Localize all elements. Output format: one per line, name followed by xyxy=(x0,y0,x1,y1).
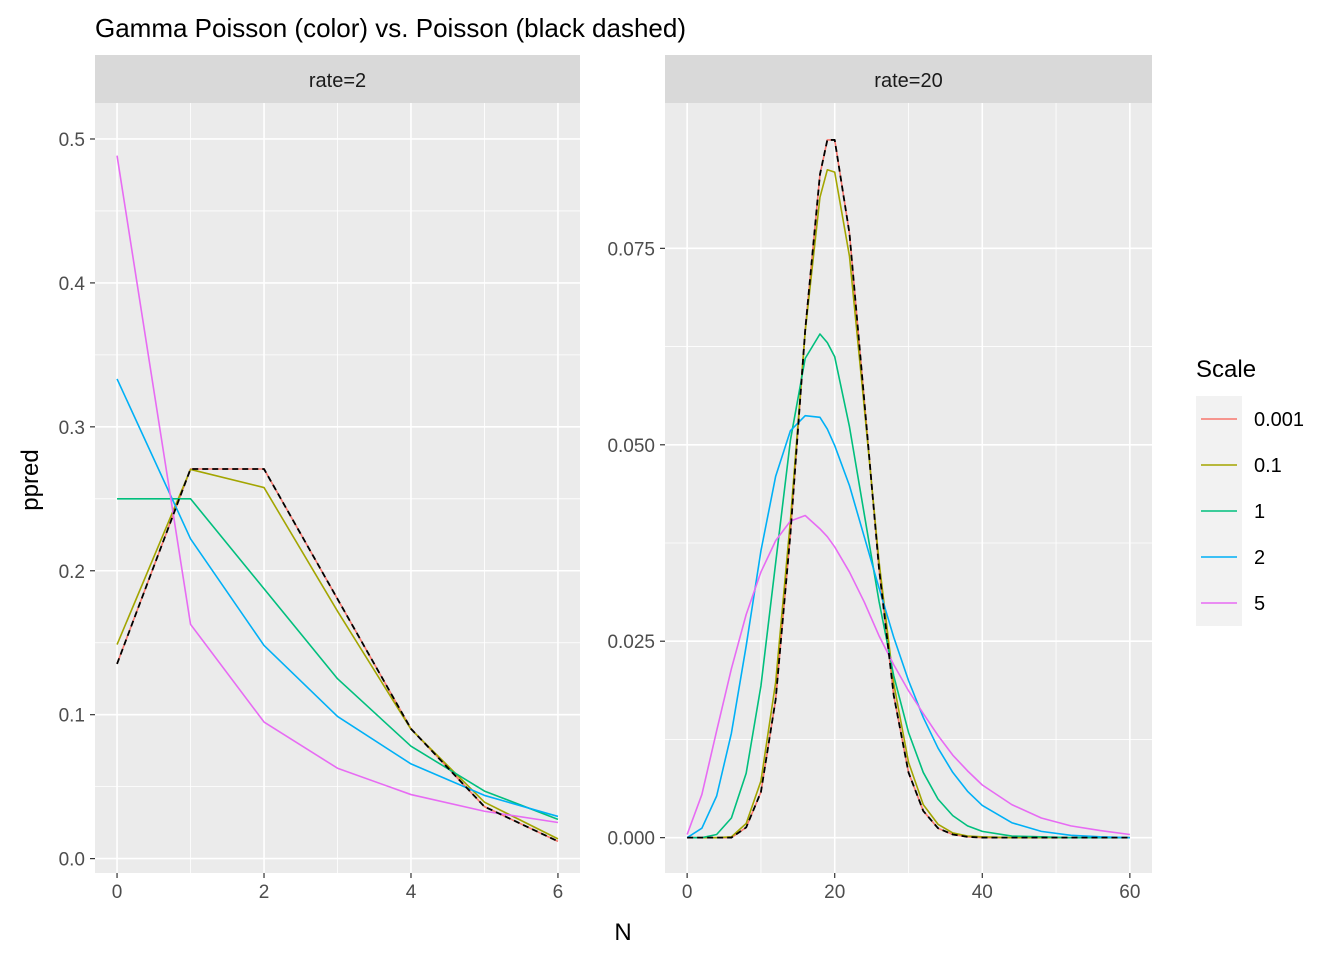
x-tick-label: 40 xyxy=(972,882,993,903)
x-tick-label: 0 xyxy=(112,882,123,903)
y-tick-label: 0.050 xyxy=(607,436,655,457)
legend-label: 0.1 xyxy=(1254,455,1282,477)
poisson-dashed-line xyxy=(116,468,559,843)
series-lines xyxy=(686,139,1130,839)
legend-title: Scale xyxy=(1196,356,1256,383)
x-tick-label: 2 xyxy=(259,882,270,903)
y-tick-label: 0.025 xyxy=(607,632,655,653)
x-tick-label: 6 xyxy=(553,882,564,903)
legend: Scale 0.001 0.1 1 2 5 xyxy=(1196,356,1304,626)
legend-label: 5 xyxy=(1254,593,1265,615)
y-tick-label: 0.2 xyxy=(59,562,85,583)
facet-strip xyxy=(665,55,1152,103)
x-axis-title: N xyxy=(614,919,631,946)
chart-title: Gamma Poisson (color) vs. Poisson (black… xyxy=(95,13,686,43)
series-line-scale-5 xyxy=(116,155,559,824)
y-tick-label: 0.3 xyxy=(59,418,85,439)
panel-1: rate=2 0 2 4 6 0.0 0.1 0.2 0.3 0.4 0.5 xyxy=(59,55,580,903)
series-line-scale-0.1 xyxy=(116,468,559,840)
y-tick-label: 0.075 xyxy=(607,239,655,260)
x-tick-label: 0 xyxy=(682,882,693,903)
legend-label: 1 xyxy=(1254,501,1265,523)
y-tick-label: 0.1 xyxy=(59,706,85,727)
series-line-scale-1 xyxy=(687,333,1130,839)
x-tick-label: 4 xyxy=(406,882,417,903)
y-tick-label: 0.0 xyxy=(59,850,85,871)
y-tick-label: 0.5 xyxy=(59,130,85,151)
x-tick-label: 60 xyxy=(1119,882,1140,903)
facet-strip xyxy=(95,55,580,103)
panel-2: rate=20 0 20 40 60 0.000 0.025 0.050 0.075 xyxy=(607,55,1152,903)
series-line-scale-1 xyxy=(117,497,559,821)
series-line-scale-2 xyxy=(686,414,1130,839)
y-axis-title: ppred xyxy=(17,449,44,510)
series-lines xyxy=(116,155,559,843)
legend-label: 2 xyxy=(1254,547,1265,569)
poisson-dashed-line xyxy=(687,139,1130,839)
y-tick-label: 0.4 xyxy=(59,274,86,295)
series-line-scale-2 xyxy=(116,378,559,818)
series-line-scale-5 xyxy=(686,514,1130,836)
legend-label: 0.001 xyxy=(1254,409,1304,431)
x-tick-label: 20 xyxy=(824,882,845,903)
facet-strip-label: rate=20 xyxy=(874,70,942,92)
y-tick-label: 0.000 xyxy=(607,829,655,850)
facet-strip-label: rate=2 xyxy=(309,70,366,92)
